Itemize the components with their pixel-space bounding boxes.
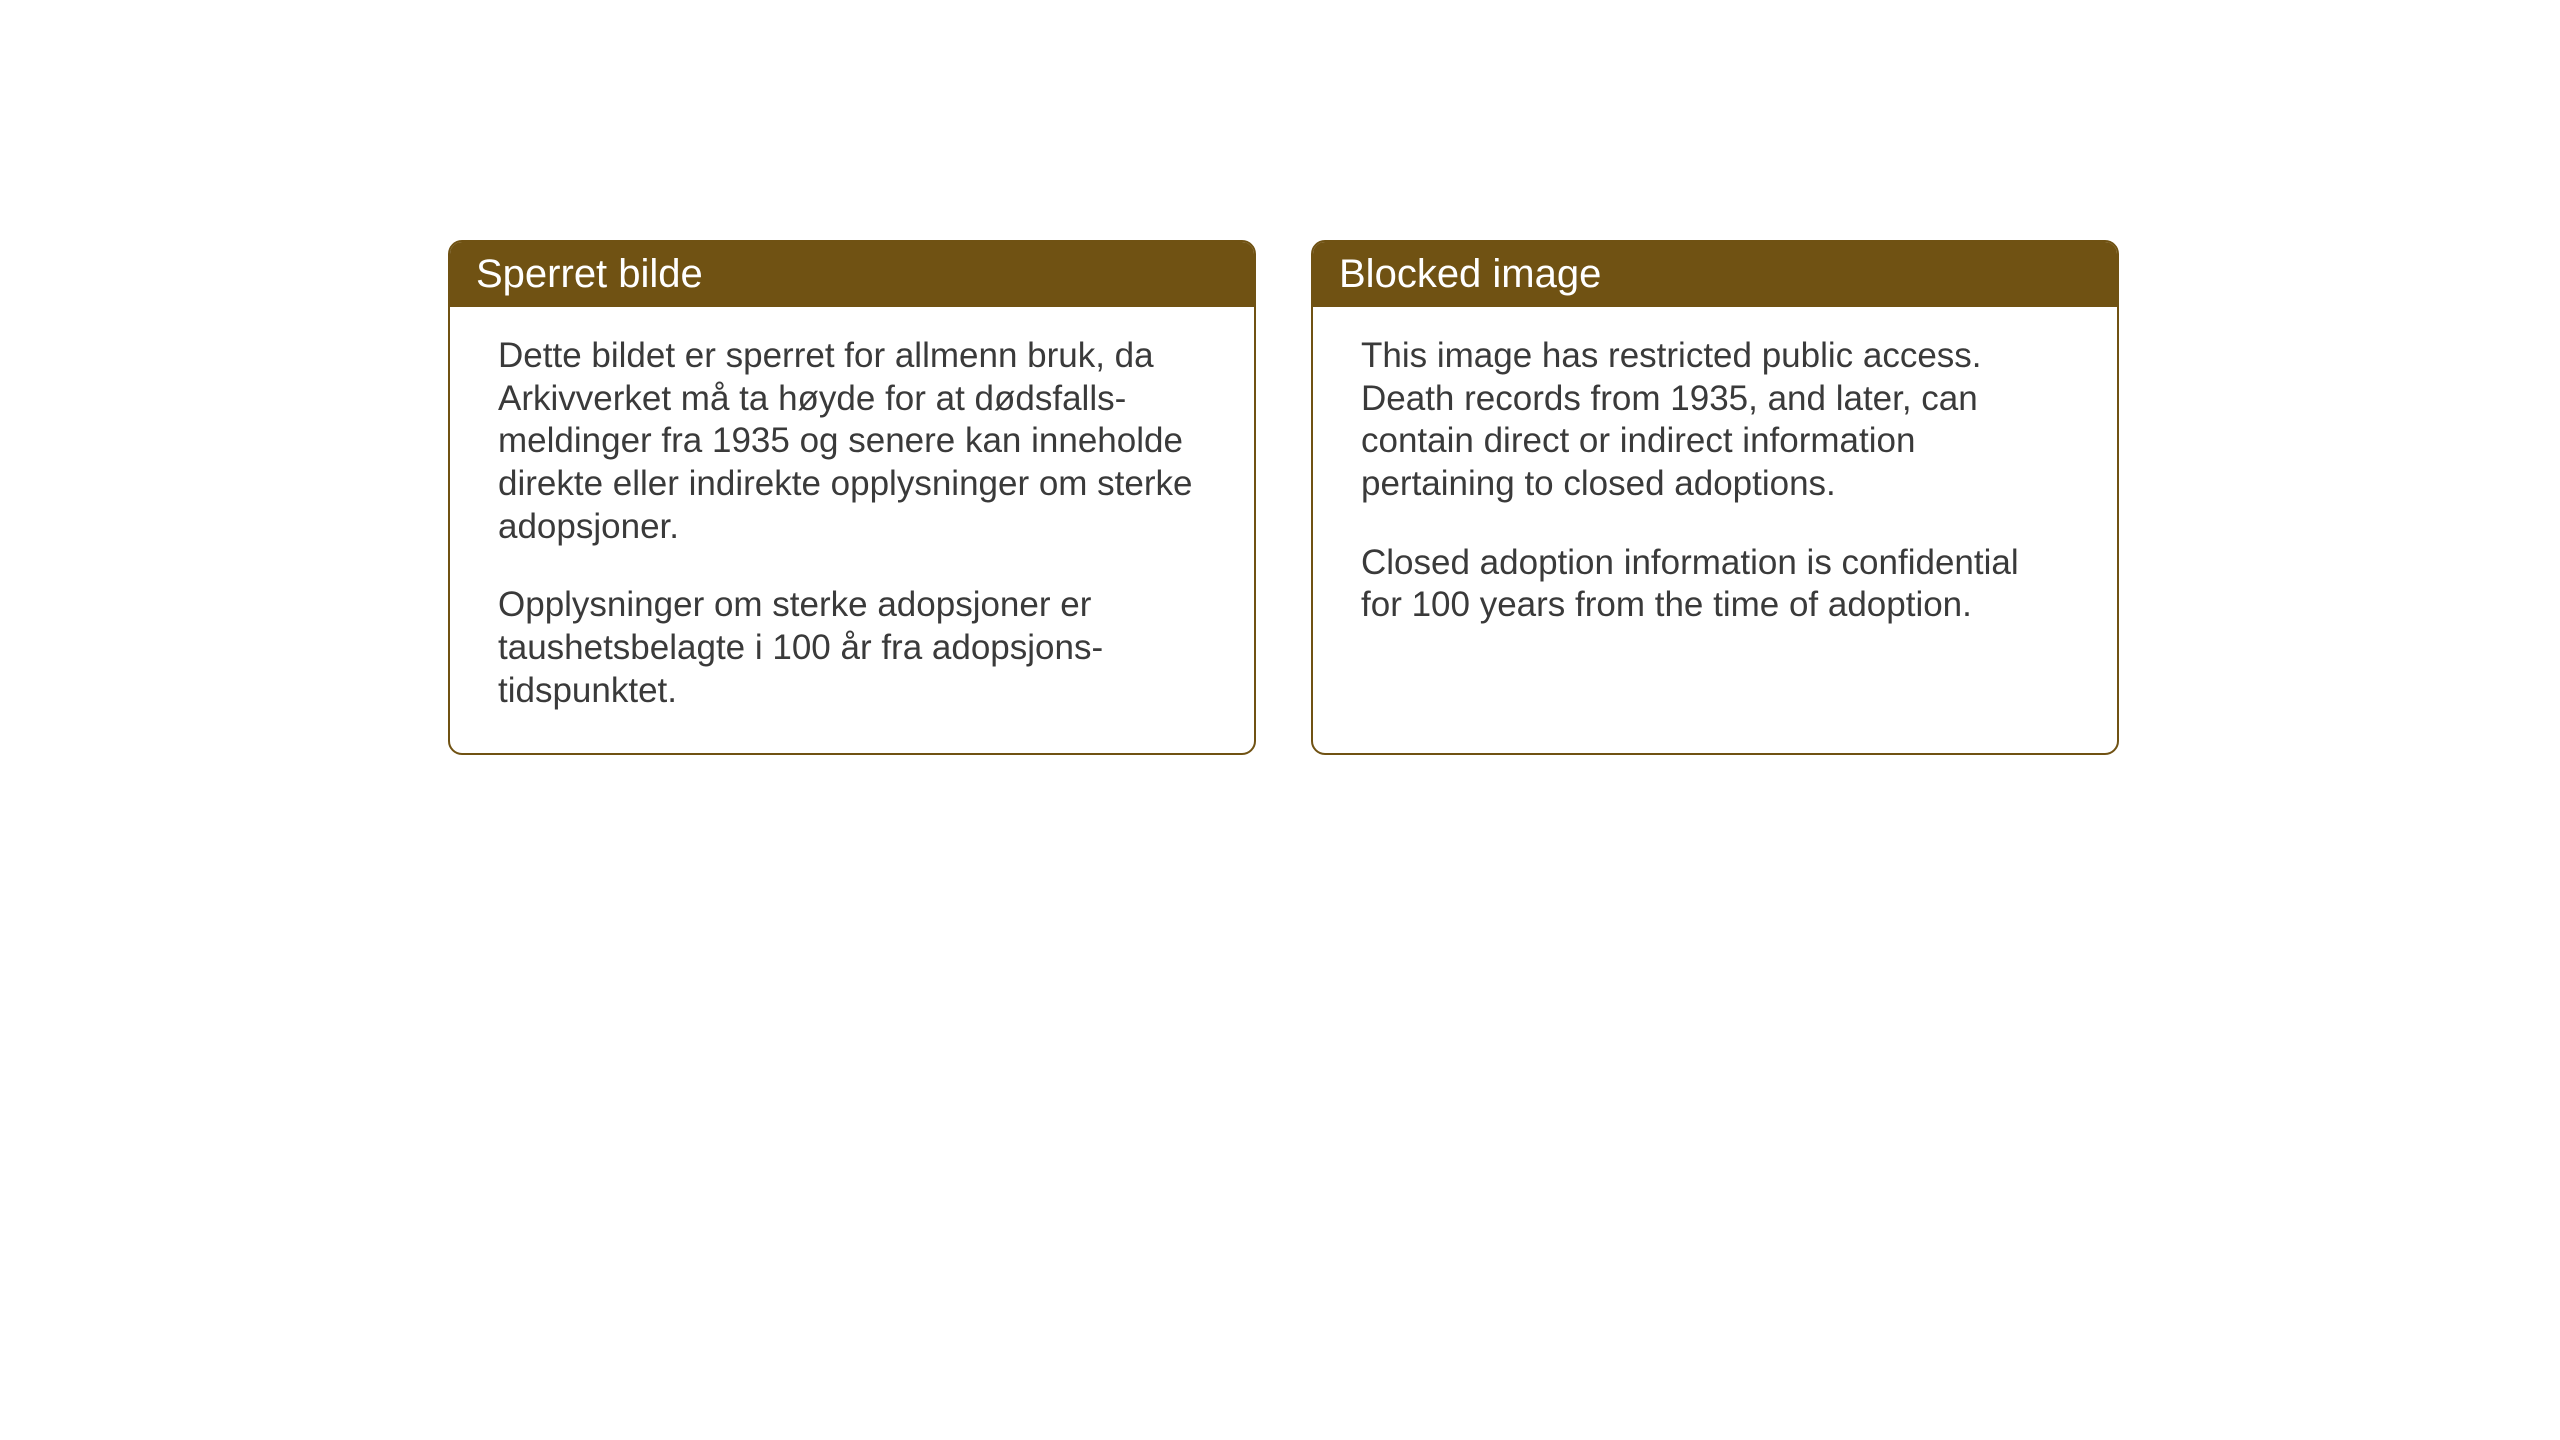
card-norwegian: Sperret bilde Dette bildet er sperret fo… [448, 240, 1256, 755]
card-title-norwegian: Sperret bilde [476, 252, 703, 296]
card-header-norwegian: Sperret bilde [450, 242, 1254, 307]
card-body-english: This image has restricted public access.… [1313, 307, 2117, 717]
card-paragraph-2-english: Closed adoption information is confident… [1361, 542, 2069, 627]
card-header-english: Blocked image [1313, 242, 2117, 307]
card-english: Blocked image This image has restricted … [1311, 240, 2119, 755]
card-paragraph-1-english: This image has restricted public access.… [1361, 335, 2069, 506]
card-body-norwegian: Dette bildet er sperret for allmenn bruk… [450, 307, 1254, 753]
card-paragraph-2-norwegian: Opplysninger om sterke adopsjoner er tau… [498, 584, 1206, 712]
cards-container: Sperret bilde Dette bildet er sperret fo… [448, 240, 2119, 755]
card-paragraph-1-norwegian: Dette bildet er sperret for allmenn bruk… [498, 335, 1206, 548]
card-title-english: Blocked image [1339, 252, 1601, 296]
